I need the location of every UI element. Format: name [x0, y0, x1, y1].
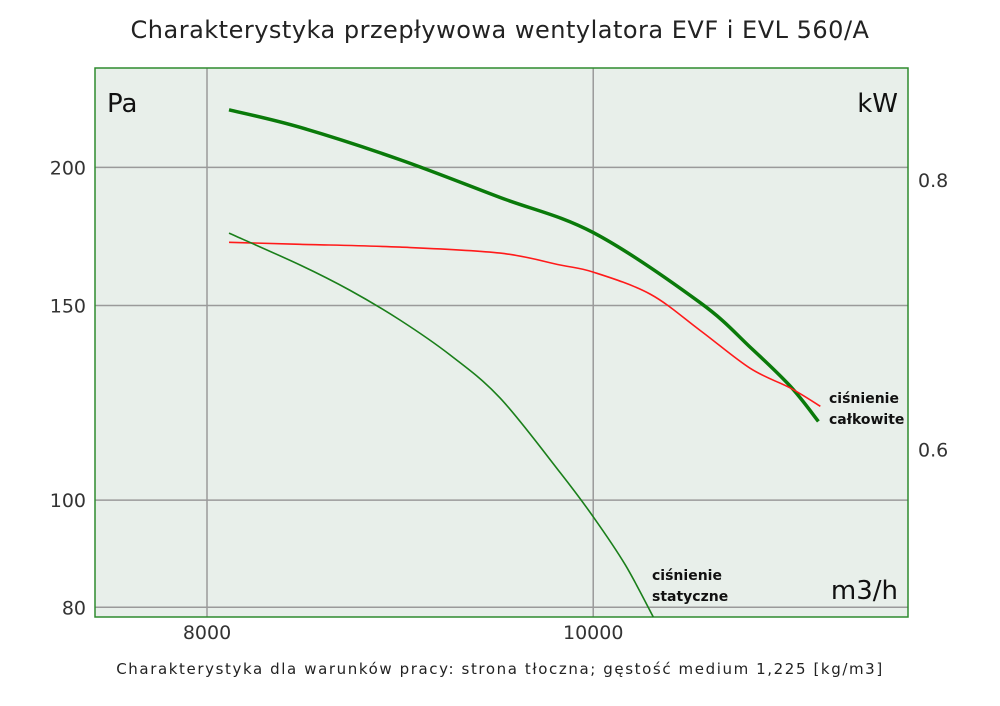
chart-footer: Charakterystyka dla warunków pracy: stro…	[116, 660, 884, 678]
series-line-0	[228, 108, 820, 423]
y2-tick-label: 0.8	[918, 170, 948, 192]
series-line-2	[228, 232, 654, 618]
y-tick-label: 80	[62, 597, 86, 619]
y-axis-unit: Pa	[107, 89, 137, 119]
curve-label: ciśnienie	[652, 568, 722, 584]
curve-label: całkowite	[829, 412, 904, 428]
curve-label: statyczne	[652, 589, 728, 605]
x-axis-unit: m3/h	[831, 576, 898, 606]
y-tick-label: 200	[50, 157, 86, 179]
y2-axis-unit: kW	[857, 89, 898, 119]
series-line-1	[228, 241, 821, 407]
y-tick-label: 100	[50, 490, 86, 512]
x-tick-label: 8000	[183, 622, 231, 644]
x-tick-label: 10000	[563, 622, 623, 644]
plot-background	[95, 68, 908, 617]
y2-tick-label: 0.6	[918, 440, 948, 462]
chart-title: Charakterystyka przepływowa wentylatora …	[130, 16, 870, 44]
y-tick-label: 150	[50, 296, 86, 318]
plot-border	[94, 67, 909, 618]
curve-label: ciśnienie	[829, 391, 899, 407]
